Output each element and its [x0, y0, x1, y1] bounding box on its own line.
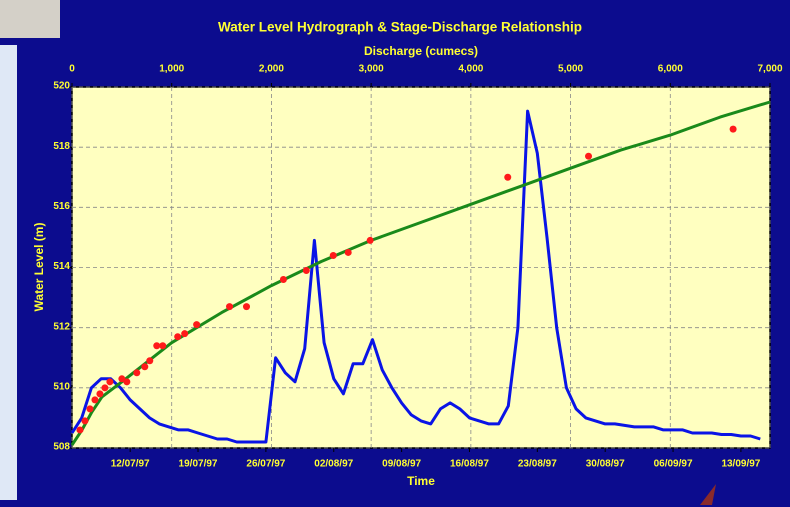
point	[302, 267, 310, 275]
x-tick-label: 12/07/97	[111, 459, 150, 470]
cursor-fragment	[700, 484, 716, 505]
x-tick-label: 02/08/97	[314, 459, 353, 470]
x2-tick-label: 6,000	[658, 64, 683, 75]
x-tick-label: 06/09/97	[654, 459, 693, 470]
y-tick-label: 516	[53, 201, 70, 212]
series-line	[70, 109, 761, 444]
window-fragment	[0, 45, 17, 500]
point	[101, 384, 109, 392]
x2-tick-label: 2,000	[259, 64, 284, 75]
point	[106, 378, 114, 386]
y-tick-label: 510	[53, 381, 70, 392]
y-tick-label: 508	[53, 442, 70, 453]
x2-axis-label: Discharge (cumecs)	[364, 44, 478, 58]
point	[123, 378, 131, 386]
x-tick-label: 30/08/97	[586, 459, 625, 470]
y-tick-label: 514	[53, 261, 70, 272]
point	[153, 342, 161, 350]
x2-tick-label: 5,000	[558, 64, 583, 75]
x2-tick-label: 4,000	[458, 64, 483, 75]
x-tick-label: 16/08/97	[450, 459, 489, 470]
point	[96, 390, 104, 398]
point	[366, 236, 374, 244]
point	[141, 363, 149, 371]
x-tick-label: 13/09/97	[721, 459, 760, 470]
x2-tick-label: 0	[69, 64, 75, 75]
point	[146, 357, 154, 365]
point	[193, 321, 201, 329]
x-tick-label: 26/07/97	[246, 459, 285, 470]
y-tick-label: 520	[53, 81, 70, 92]
x-tick-label: 19/07/97	[179, 459, 218, 470]
point	[181, 330, 189, 338]
plot-area	[71, 86, 771, 449]
x-tick-label: 23/08/97	[518, 459, 557, 470]
y-axis-label: Water Level (m)	[32, 223, 46, 312]
y-tick-label: 518	[53, 141, 70, 152]
point	[504, 173, 512, 181]
point	[329, 251, 337, 259]
point	[226, 303, 234, 311]
point	[174, 333, 182, 341]
y-tick-label: 512	[53, 321, 70, 332]
point	[159, 342, 167, 350]
point	[91, 396, 99, 404]
point	[729, 125, 737, 133]
point	[585, 152, 593, 160]
x-tick-label: 09/08/97	[382, 459, 421, 470]
point	[86, 405, 94, 413]
chart-title: Water Level Hydrograph & Stage-Discharge…	[218, 20, 582, 35]
x2-tick-label: 1,000	[159, 64, 184, 75]
x2-tick-label: 7,000	[757, 64, 782, 75]
point	[76, 426, 84, 434]
point	[81, 417, 89, 425]
point	[243, 303, 250, 311]
point	[279, 276, 287, 284]
point	[344, 248, 352, 256]
window-fragment	[0, 0, 60, 38]
x2-tick-label: 3,000	[359, 64, 384, 75]
x-axis-label: Time	[407, 474, 435, 488]
point	[133, 369, 141, 377]
